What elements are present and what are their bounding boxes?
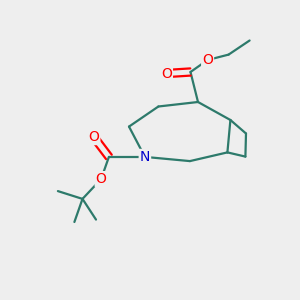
Text: O: O bbox=[161, 67, 172, 80]
Text: O: O bbox=[202, 53, 213, 67]
Text: N: N bbox=[140, 150, 150, 164]
Text: O: O bbox=[88, 130, 99, 144]
Text: O: O bbox=[96, 172, 106, 186]
